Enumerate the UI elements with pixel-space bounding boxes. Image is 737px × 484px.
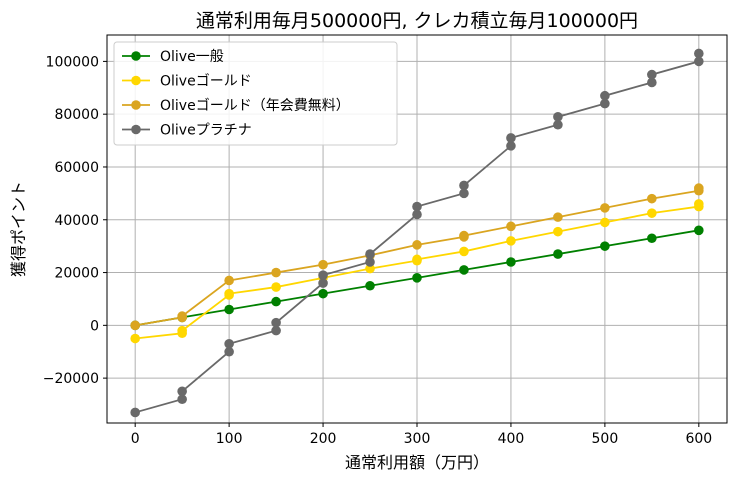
- data-point: [647, 77, 657, 88]
- data-point: [177, 386, 187, 397]
- x-tick-label: 600: [685, 431, 712, 447]
- data-point: [459, 188, 469, 199]
- legend: Olive一般 Oliveゴールド Oliveゴールド（年会費無料） Oliveプラチ…: [113, 41, 398, 146]
- legend-label: Olive一般: [160, 49, 224, 65]
- data-point: [271, 325, 281, 336]
- data-point: [412, 254, 422, 265]
- data-point: [506, 133, 516, 143]
- data-point: [506, 221, 516, 232]
- data-point: [694, 183, 704, 193]
- y-axis-label: 獲得ポイント: [9, 181, 28, 277]
- legend-label: Oliveプラチナ: [160, 123, 252, 139]
- legend-marker: [131, 100, 141, 110]
- data-point: [412, 209, 422, 220]
- y-tick-label: 0: [90, 318, 99, 334]
- data-point: [553, 226, 563, 237]
- data-point: [318, 278, 328, 288]
- data-point: [271, 317, 281, 328]
- data-point: [318, 288, 328, 299]
- data-point: [647, 208, 657, 218]
- data-point: [412, 240, 422, 250]
- data-point: [553, 119, 563, 130]
- x-tick-label: 200: [310, 431, 337, 447]
- y-tick-label: −20000: [43, 371, 99, 387]
- x-tick-label: 400: [498, 431, 525, 447]
- data-point: [506, 257, 516, 267]
- data-point: [600, 98, 610, 109]
- y-tick-label: 60000: [54, 160, 99, 176]
- series-line: [135, 188, 700, 327]
- data-point: [694, 48, 704, 59]
- data-point: [224, 288, 234, 299]
- data-point: [506, 236, 516, 246]
- legend-marker: [131, 51, 141, 61]
- y-tick-label: 40000: [54, 213, 99, 229]
- data-point: [600, 241, 610, 251]
- legend-marker: [131, 124, 141, 135]
- y-tick-label: 80000: [54, 107, 99, 123]
- data-point: [412, 201, 422, 212]
- data-point: [694, 225, 704, 236]
- data-point: [177, 325, 187, 336]
- data-point: [412, 273, 422, 283]
- data-point: [600, 203, 610, 213]
- x-axis-label: 通常利用額（万円）: [345, 453, 489, 472]
- x-tick-label: 0: [131, 431, 140, 447]
- data-point: [130, 333, 140, 344]
- legend-label: Oliveゴールド: [160, 73, 252, 90]
- data-point: [459, 265, 469, 275]
- x-tick-label: 300: [404, 431, 431, 447]
- data-point: [224, 304, 234, 315]
- x-tick-label: 500: [592, 431, 619, 447]
- data-point: [224, 346, 234, 357]
- data-point: [177, 311, 187, 321]
- data-point: [271, 267, 281, 278]
- data-point: [365, 280, 375, 291]
- data-point: [318, 270, 328, 280]
- y-tick-label: 100000: [46, 54, 99, 70]
- series-2: [130, 183, 704, 331]
- series-1: [130, 199, 704, 344]
- data-point: [694, 56, 704, 67]
- data-point: [224, 275, 234, 286]
- data-point: [647, 193, 657, 204]
- data-point: [271, 296, 281, 307]
- data-point: [130, 407, 140, 418]
- data-point: [459, 230, 469, 241]
- data-point: [365, 249, 375, 259]
- y-tick-label: 20000: [54, 266, 99, 282]
- data-point: [553, 249, 563, 259]
- data-point: [647, 233, 657, 244]
- data-point: [459, 246, 469, 257]
- data-point: [365, 257, 375, 267]
- data-point: [553, 112, 563, 122]
- legend-marker: [131, 75, 141, 86]
- chart-title: 通常利用毎月500000円, クレカ積立毎月100000円: [196, 10, 638, 32]
- data-point: [224, 339, 234, 349]
- data-point: [130, 320, 140, 331]
- series-3: [130, 48, 704, 418]
- data-point: [553, 212, 563, 222]
- data-point: [506, 141, 516, 151]
- data-point: [600, 90, 610, 101]
- legend-label: Oliveゴールド（年会費無料）: [160, 97, 350, 114]
- data-point: [318, 259, 328, 270]
- data-point: [459, 180, 469, 191]
- data-point: [647, 69, 657, 80]
- data-point: [271, 282, 281, 292]
- data-point: [694, 199, 704, 209]
- data-point: [177, 394, 187, 405]
- data-point: [365, 263, 375, 274]
- data-point: [600, 217, 610, 228]
- x-tick-label: 100: [216, 431, 243, 447]
- legend-box: [113, 41, 398, 146]
